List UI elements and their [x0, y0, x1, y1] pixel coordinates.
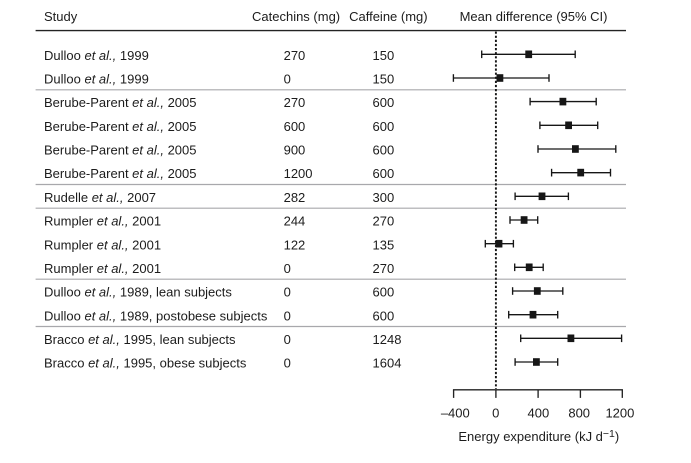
svg-text:0: 0: [284, 285, 291, 300]
svg-text:1200: 1200: [284, 166, 313, 181]
svg-text:0: 0: [284, 356, 291, 371]
svg-text:Catechins (mg): Catechins (mg): [252, 9, 340, 24]
svg-text:Mean difference (95% CI): Mean difference (95% CI): [460, 9, 608, 24]
svg-text:244: 244: [284, 214, 306, 229]
svg-text:150: 150: [373, 72, 395, 87]
svg-text:600: 600: [373, 95, 395, 110]
svg-text:900: 900: [284, 143, 306, 158]
svg-text:Bracco et al., 1995, lean subj: Bracco et al., 1995, lean subjects: [44, 332, 236, 347]
svg-text:300: 300: [373, 190, 395, 205]
svg-text:270: 270: [373, 261, 395, 276]
svg-text:–400: –400: [441, 406, 470, 421]
svg-text:600: 600: [373, 166, 395, 181]
svg-text:122: 122: [284, 237, 306, 252]
svg-text:Berube-Parent et al., 2005: Berube-Parent et al., 2005: [44, 143, 197, 158]
svg-text:800: 800: [568, 406, 590, 421]
svg-text:270: 270: [284, 48, 306, 63]
svg-text:Bracco et al., 1995, obese sub: Bracco et al., 1995, obese subjects: [44, 356, 247, 371]
svg-text:Dulloo et al., 1999: Dulloo et al., 1999: [44, 48, 149, 63]
svg-text:400: 400: [528, 406, 550, 421]
svg-text:Berube-Parent et al., 2005: Berube-Parent et al., 2005: [44, 166, 197, 181]
svg-text:0: 0: [492, 406, 499, 421]
svg-text:600: 600: [373, 119, 395, 134]
svg-text:Rumpler et al., 2001: Rumpler et al., 2001: [44, 237, 161, 252]
svg-text:Rumpler et al., 2001: Rumpler et al., 2001: [44, 214, 161, 229]
svg-text:Caffeine (mg): Caffeine (mg): [349, 9, 428, 24]
svg-text:600: 600: [373, 285, 395, 300]
svg-text:Dulloo et al., 1999: Dulloo et al., 1999: [44, 72, 149, 87]
svg-text:150: 150: [373, 48, 395, 63]
svg-text:600: 600: [373, 143, 395, 158]
svg-text:600: 600: [284, 119, 306, 134]
svg-text:0: 0: [284, 261, 291, 276]
svg-text:270: 270: [284, 95, 306, 110]
svg-text:1200: 1200: [605, 406, 634, 421]
svg-text:Energy expenditure (kJ d−1): Energy expenditure (kJ d−1): [458, 428, 619, 444]
svg-text:Dulloo et al., 1989, lean subj: Dulloo et al., 1989, lean subjects: [44, 285, 232, 300]
svg-text:1248: 1248: [373, 332, 402, 347]
svg-text:600: 600: [373, 308, 395, 323]
svg-text:Dulloo et al., 1989, postobese: Dulloo et al., 1989, postobese subjects: [44, 308, 268, 323]
svg-text:1604: 1604: [373, 356, 402, 371]
svg-text:Berube-Parent et al., 2005: Berube-Parent et al., 2005: [44, 119, 197, 134]
svg-text:Rumpler et al., 2001: Rumpler et al., 2001: [44, 261, 161, 276]
svg-text:0: 0: [284, 308, 291, 323]
svg-text:270: 270: [373, 214, 395, 229]
svg-text:Berube-Parent et al., 2005: Berube-Parent et al., 2005: [44, 95, 197, 110]
svg-text:282: 282: [284, 190, 306, 205]
svg-text:Study: Study: [44, 9, 78, 24]
svg-text:0: 0: [284, 332, 291, 347]
svg-text:Rudelle et al., 2007: Rudelle et al., 2007: [44, 190, 156, 205]
svg-text:135: 135: [373, 237, 395, 252]
svg-text:0: 0: [284, 72, 291, 87]
